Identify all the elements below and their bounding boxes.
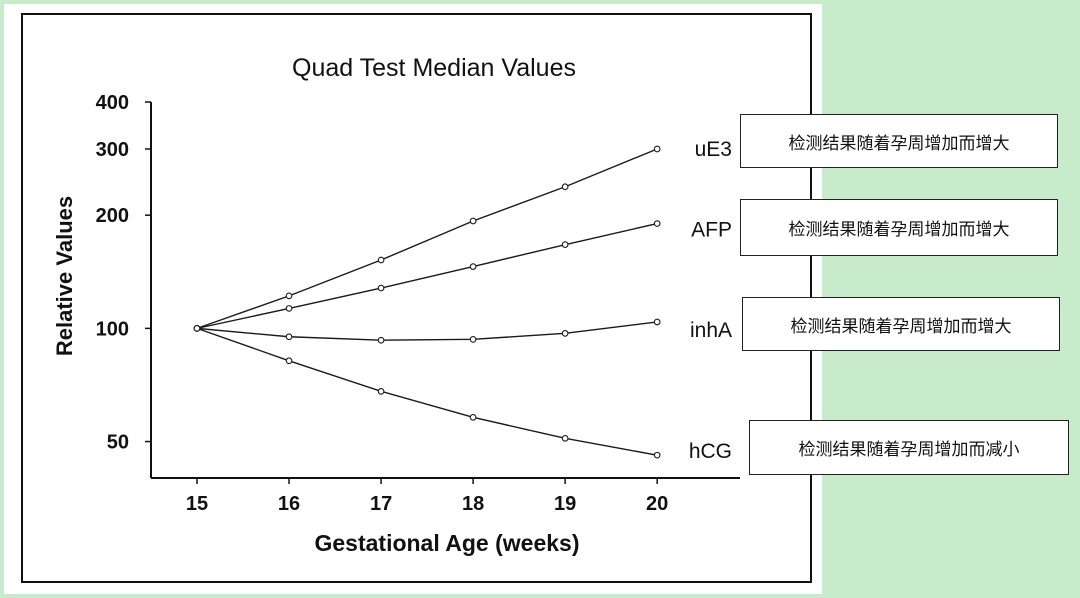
- data-point-hcg: [561, 434, 569, 442]
- y-tick-label: 100: [96, 318, 129, 340]
- data-point-afp: [377, 284, 385, 292]
- data-point-afp: [469, 263, 477, 270]
- y-tick-label: 50: [107, 432, 129, 454]
- series-label-afp: AFP: [691, 219, 732, 242]
- y-tick-label: 300: [96, 139, 129, 161]
- annotation-box-ue3: 检测结果随着孕周增加而增大: [740, 114, 1058, 168]
- data-point-hcg: [377, 388, 385, 395]
- series-line-ue3: [196, 148, 658, 330]
- data-point-hcg: [285, 357, 293, 365]
- data-point-inha: [377, 336, 385, 344]
- y-axis-label: Relative Values: [52, 196, 77, 356]
- chart-title: Quad Test Median Values: [292, 54, 576, 82]
- y-tick-label: 400: [96, 92, 129, 114]
- x-tick-label: 15: [186, 493, 208, 515]
- series-line-afp: [196, 222, 658, 330]
- data-point-hcg: [653, 451, 661, 459]
- data-point-afp: [285, 305, 293, 312]
- annotation-box-hcg: 检测结果随着孕周增加而减小: [749, 420, 1069, 475]
- series-line-hcg: [196, 327, 658, 456]
- data-point-inha: [469, 335, 477, 343]
- data-point-inha: [561, 329, 569, 337]
- data-point-ue3: [285, 292, 293, 300]
- data-point-ue3: [469, 217, 477, 225]
- data-point-ue3: [561, 183, 569, 191]
- x-tick-label: 16: [278, 493, 300, 515]
- x-tick-label: 20: [646, 493, 668, 515]
- chart-figure: Quad Test Median Values Relative Values …: [4, 4, 822, 594]
- data-point-hcg: [193, 325, 201, 332]
- x-axis-label: Gestational Age (weeks): [314, 530, 579, 556]
- annotation-box-afp: 检测结果随着孕周增加而增大: [740, 199, 1058, 256]
- data-point-ue3: [653, 145, 661, 153]
- data-point-afp: [653, 220, 661, 227]
- annotation-box-inha: 检测结果随着孕周增加而增大: [742, 297, 1060, 351]
- series-label-inha: inhA: [690, 319, 732, 342]
- data-point-hcg: [469, 413, 477, 421]
- data-point-inha: [653, 318, 661, 326]
- figure-border: [21, 13, 812, 583]
- x-tick-label: 17: [370, 493, 392, 515]
- y-tick-label: 200: [96, 205, 129, 227]
- x-tick-label: 18: [462, 493, 484, 515]
- series-label-ue3: uE3: [695, 138, 732, 161]
- chart-svg: Quad Test Median Values Relative Values …: [21, 13, 812, 583]
- data-point-inha: [285, 333, 293, 341]
- x-tick-label: 19: [554, 493, 576, 515]
- data-point-afp: [561, 241, 569, 248]
- series-line-inha: [196, 321, 658, 341]
- series-label-hcg: hCG: [689, 440, 732, 463]
- data-point-ue3: [377, 256, 385, 264]
